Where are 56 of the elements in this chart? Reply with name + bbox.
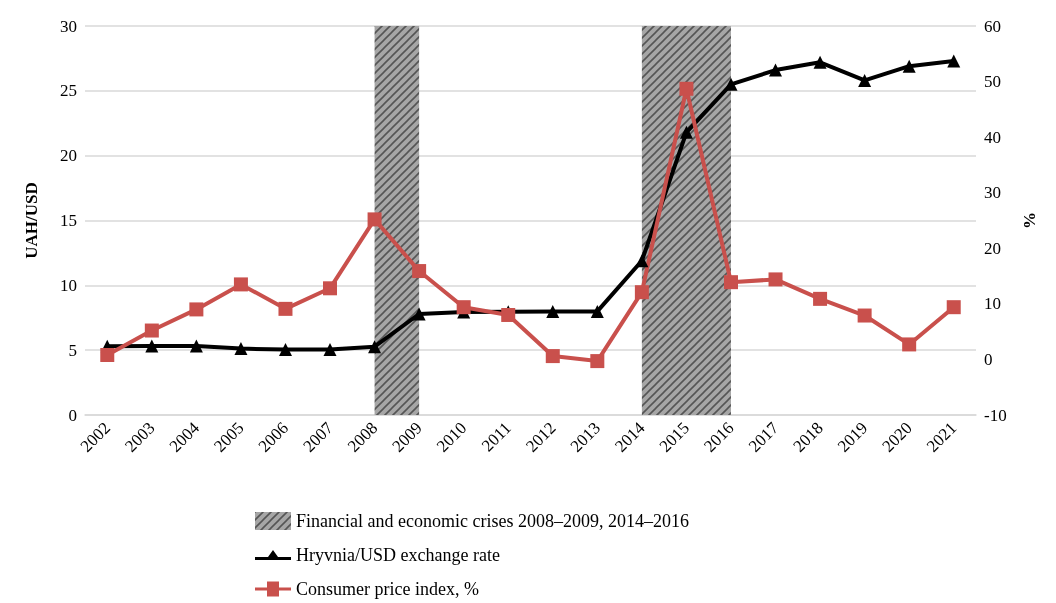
point	[145, 339, 159, 353]
y-tick-label: 5	[68, 340, 77, 360]
point	[323, 281, 338, 296]
y2-tick-label: 40	[984, 127, 1001, 147]
point	[456, 300, 471, 315]
y2-tick-label: 60	[984, 16, 1001, 36]
point	[946, 300, 961, 315]
point	[412, 307, 426, 321]
point	[278, 301, 293, 316]
point	[679, 81, 694, 96]
y2-axis-title: %	[1020, 212, 1039, 229]
point	[368, 340, 382, 354]
y-tick-label: 0	[68, 405, 77, 425]
point	[412, 264, 427, 279]
point	[367, 212, 382, 227]
point	[858, 73, 872, 87]
point	[189, 302, 204, 317]
y2-tick-label: 0	[984, 349, 993, 369]
y2-tick-label: 30	[984, 183, 1001, 203]
point	[634, 285, 649, 300]
point	[590, 354, 605, 369]
legend-label: Consumer price index, %	[296, 579, 479, 599]
y2-tick-label: 50	[984, 72, 1001, 92]
point	[545, 349, 560, 364]
point	[902, 337, 917, 352]
y-axis-title: UAH/USD	[22, 182, 41, 259]
point	[679, 125, 693, 139]
point	[857, 308, 872, 323]
legend-label: Financial and economic crises 2008–2009, 2014–2016	[296, 511, 689, 531]
y2-tick-label: 10	[984, 294, 1001, 314]
point	[947, 54, 961, 68]
y2-tick-label: -10	[984, 405, 1007, 425]
point	[323, 343, 337, 357]
point	[144, 323, 159, 338]
y2-tick-label: 20	[984, 238, 1001, 258]
point	[813, 55, 827, 69]
point	[769, 63, 783, 77]
y-tick-label: 25	[60, 81, 77, 101]
point	[768, 272, 783, 287]
y-tick-label: 10	[60, 275, 77, 295]
legend-label: Hryvnia/USD exchange rate	[296, 545, 500, 565]
point	[100, 347, 115, 362]
point	[233, 277, 248, 292]
point	[189, 339, 203, 353]
point	[590, 304, 604, 318]
point	[278, 343, 292, 357]
point	[813, 291, 828, 306]
point	[723, 275, 738, 290]
point	[234, 342, 248, 356]
y-tick-label: 20	[60, 146, 77, 166]
y-tick-label: 15	[60, 211, 77, 230]
point	[724, 77, 738, 91]
point	[902, 59, 916, 73]
point	[546, 304, 560, 318]
y-tick-label: 30	[60, 16, 77, 36]
point	[635, 254, 649, 268]
